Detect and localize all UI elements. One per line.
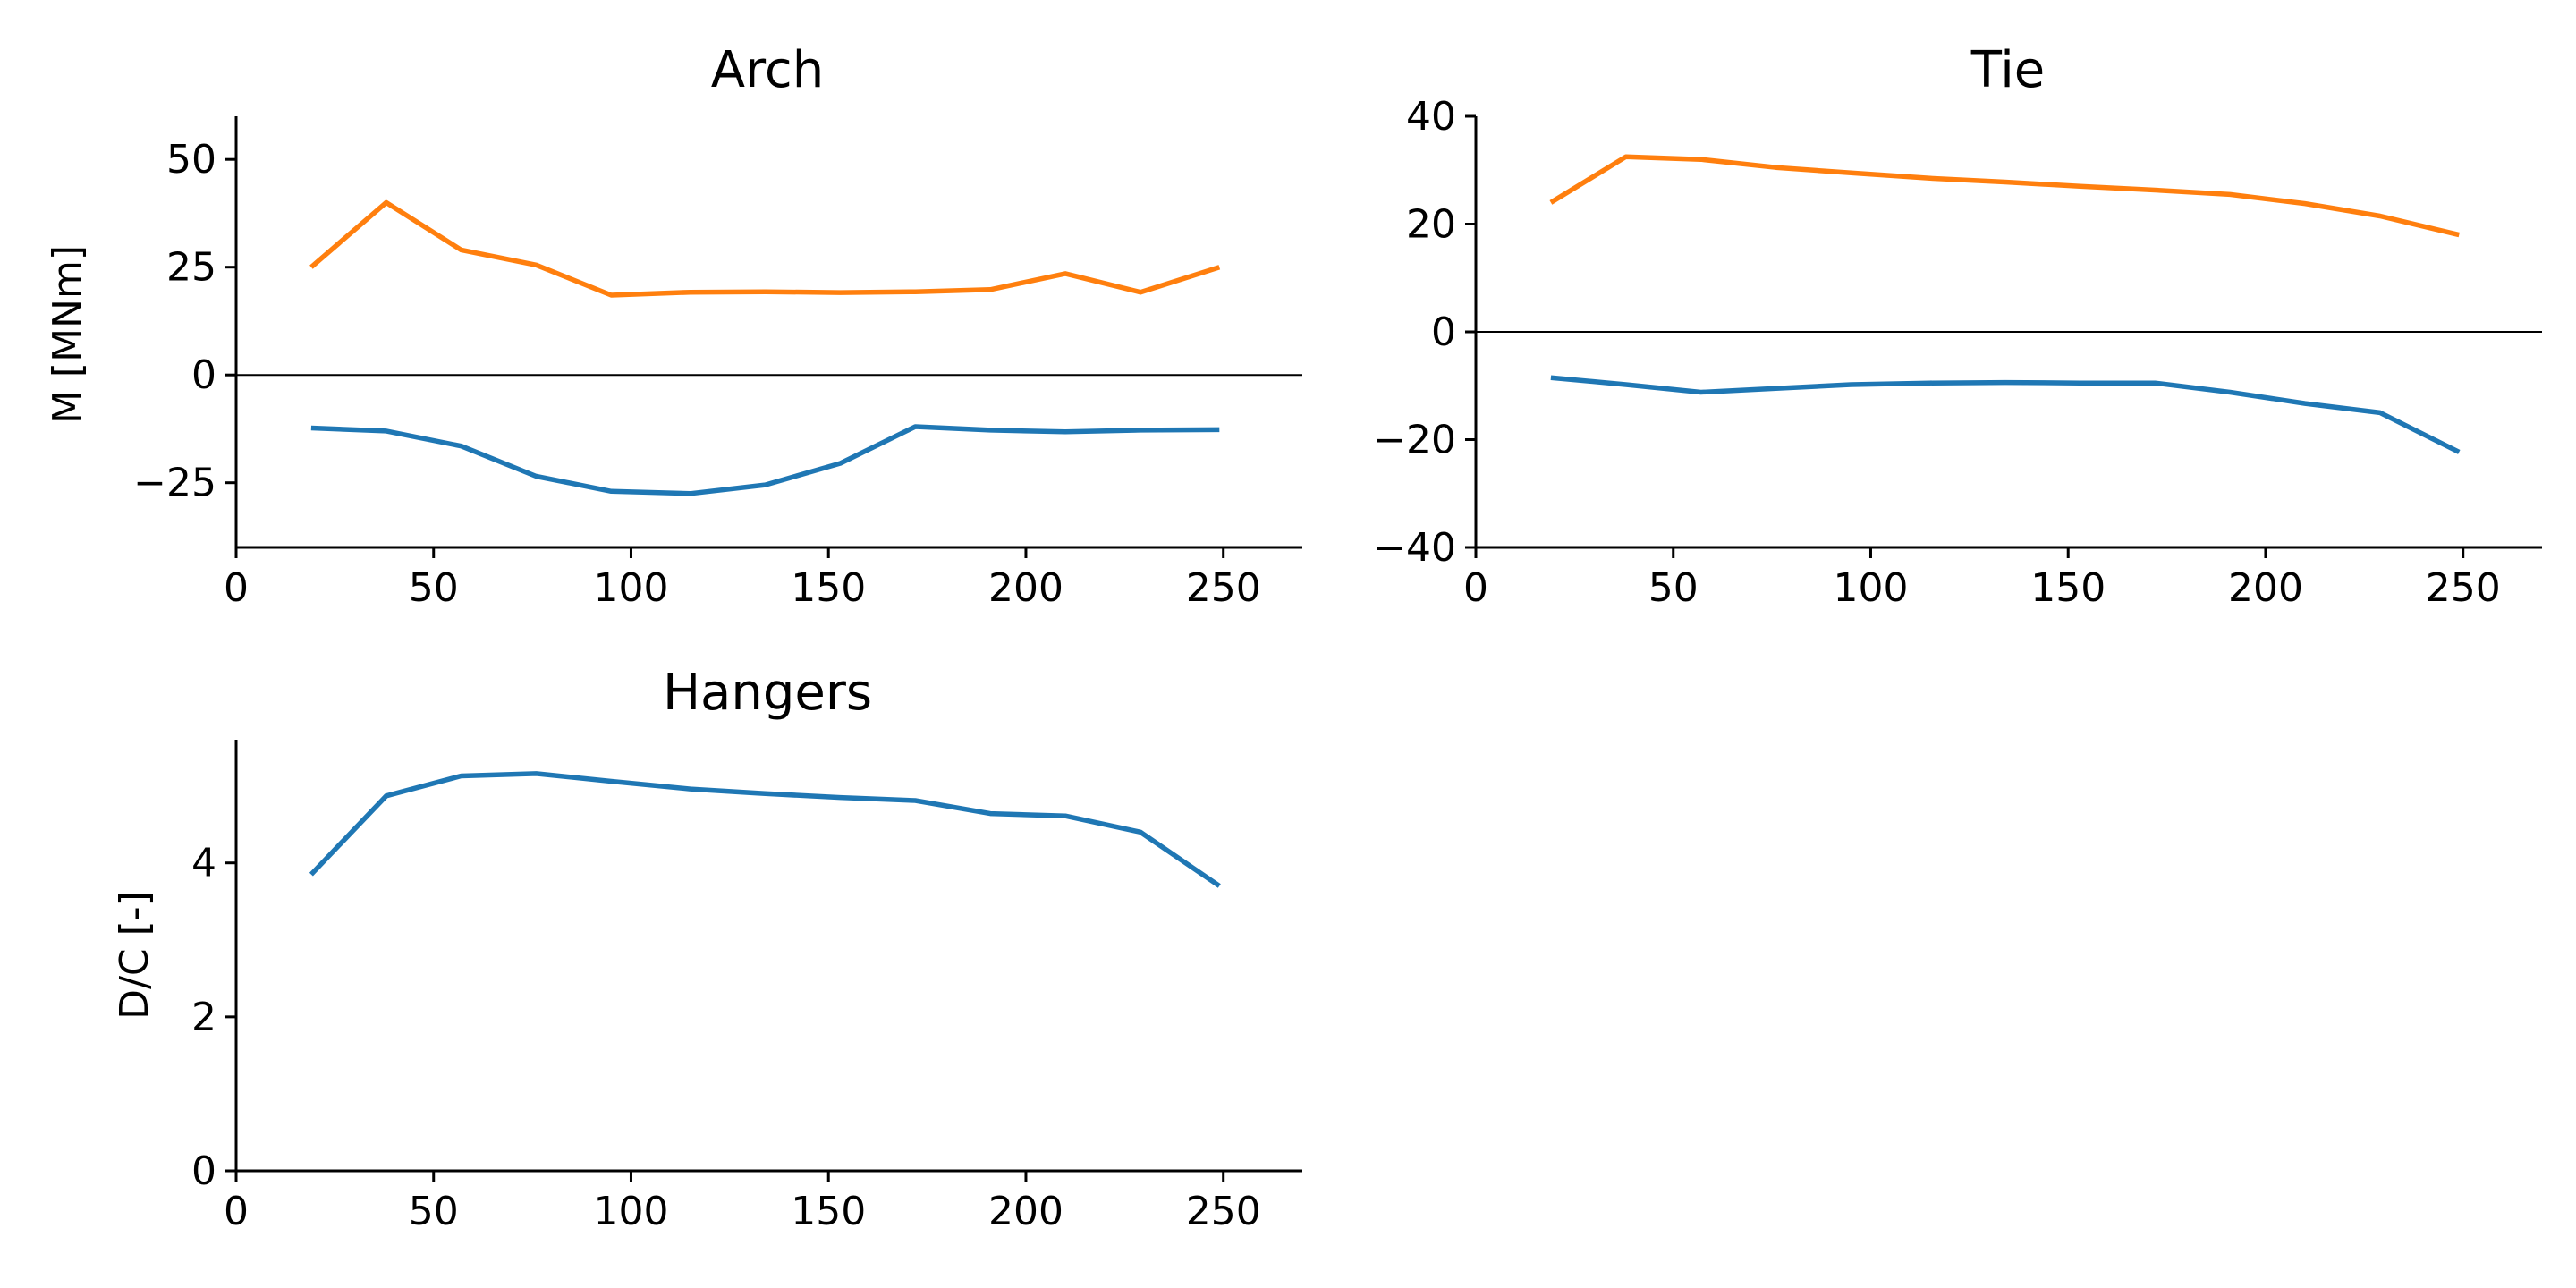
arch-y-tick-label: 0 xyxy=(191,352,216,398)
arch-y-axis-label: M [MNm] xyxy=(45,245,90,424)
tie-panel: Tie 0 50 100 150 200 250 −40 −20 0 20 40 xyxy=(1373,41,2542,611)
tie-y-tick-label: −20 xyxy=(1373,418,1456,463)
arch-x-tick-label: 250 xyxy=(1186,565,1261,611)
tie-x-tick-label: 0 xyxy=(1463,565,1488,611)
hangers-panel: Hangers D/C [-] 0 50 100 150 200 250 0 2 4 xyxy=(112,664,1302,1234)
tie-y-tick-label: 20 xyxy=(1406,202,1456,248)
hangers-y-tick-label: 4 xyxy=(191,841,216,886)
arch-plot-area: 0 50 100 150 200 250 −25 0 25 50 xyxy=(133,116,1302,611)
tie-y-tick-label: −40 xyxy=(1373,525,1456,571)
tie-title: Tie xyxy=(1970,41,2046,99)
tie-plot-area: 0 50 100 150 200 250 −40 −20 0 20 40 xyxy=(1373,94,2542,611)
arch-x-tick-label: 0 xyxy=(224,565,249,611)
hangers-y-tick-label: 2 xyxy=(191,995,216,1040)
hangers-series-1-line xyxy=(309,771,1221,888)
hangers-x-tick-label: 50 xyxy=(409,1189,459,1234)
arch-x-tick-label: 200 xyxy=(988,565,1063,611)
arch-y-tick-label: −25 xyxy=(133,461,216,506)
arch-x-tick-label: 100 xyxy=(593,565,668,611)
hangers-x-tick-label: 100 xyxy=(593,1189,668,1234)
arch-title: Arch xyxy=(711,41,824,99)
arch-series-2-line xyxy=(310,424,1220,496)
tie-x-tick-label: 250 xyxy=(2426,565,2501,611)
tie-y-tick-label: 0 xyxy=(1431,309,1456,355)
tie-x-tick-label: 100 xyxy=(1833,565,1908,611)
tie-x-tick-label: 50 xyxy=(1648,565,1699,611)
hangers-x-tick-label: 250 xyxy=(1186,1189,1261,1234)
arch-series-1-line xyxy=(309,199,1221,298)
tie-x-tick-label: 200 xyxy=(2228,565,2303,611)
arch-x-tick-label: 50 xyxy=(409,565,459,611)
arch-y-tick-label: 50 xyxy=(166,137,216,182)
tie-x-tick-label: 150 xyxy=(2030,565,2106,611)
hangers-plot-area: 0 50 100 150 200 250 0 2 4 xyxy=(191,740,1302,1234)
hangers-x-tick-label: 150 xyxy=(791,1189,866,1234)
tie-series-1-line xyxy=(1549,154,2460,238)
hangers-x-tick-label: 0 xyxy=(224,1189,249,1234)
arch-panel: Arch M [MNm] 0 50 100 150 200 250 −25 0 25 50 xyxy=(45,41,1302,611)
arch-x-tick-label: 150 xyxy=(791,565,866,611)
hangers-y-axis-label: D/C [-] xyxy=(112,891,157,1020)
arch-y-tick-label: 25 xyxy=(166,245,216,291)
hangers-y-tick-label: 0 xyxy=(191,1148,216,1194)
tie-y-tick-label: 40 xyxy=(1406,94,1456,140)
hangers-x-tick-label: 200 xyxy=(988,1189,1063,1234)
tie-series-2-line xyxy=(1550,375,2461,454)
hangers-title: Hangers xyxy=(663,664,872,722)
